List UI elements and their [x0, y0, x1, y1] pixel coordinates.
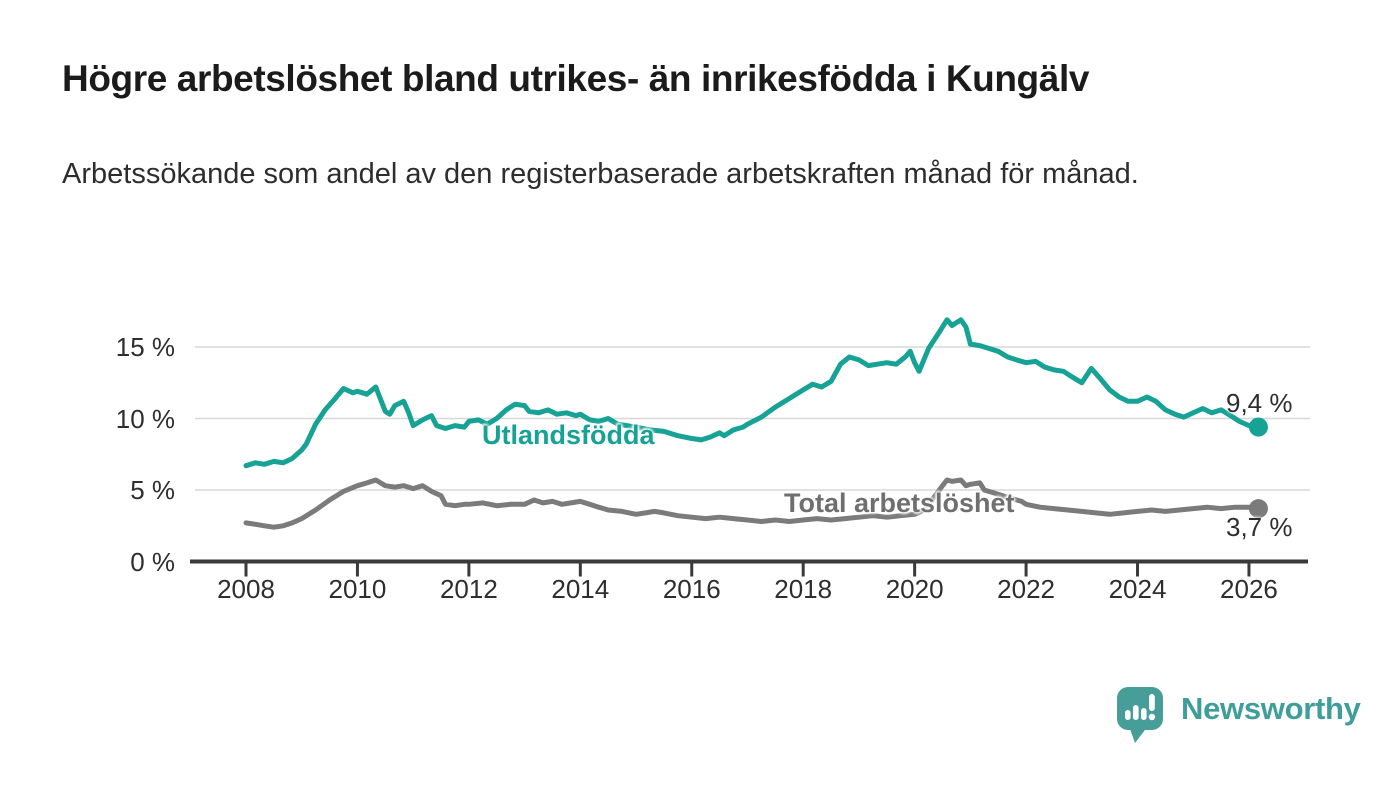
y-tick-label: 0 %	[130, 546, 175, 577]
x-tick-label: 2022	[997, 574, 1055, 604]
series-end-dot	[1248, 417, 1268, 437]
chart-subtitle: Arbetssökande som andel av den registerb…	[62, 158, 1139, 190]
x-tick-label: 2010	[328, 574, 387, 604]
series-end-dot	[1248, 499, 1268, 519]
page-title: Högre arbetslöshet bland utrikes- än inr…	[62, 58, 1089, 99]
series-label-utlandsfodda: Utlandsfödda	[482, 420, 655, 450]
newsworthy-logo-icon	[1117, 687, 1163, 743]
x-tick-label: 2014	[551, 574, 610, 604]
y-tick-label: 10 %	[115, 403, 175, 434]
x-tick-label: 2026	[1220, 574, 1278, 604]
series-line	[243, 477, 1261, 530]
x-tick-label: 2018	[774, 574, 833, 604]
x-tick-label: 2016	[662, 574, 721, 604]
x-tick-label: 2012	[439, 574, 498, 604]
x-tick-label: 2020	[885, 574, 944, 604]
series-label-total-arbetsloshet: Total arbetslöshet	[784, 488, 1015, 518]
x-tick-label: 2024	[1108, 574, 1167, 604]
newsworthy-logo-text: Newsworthy	[1181, 691, 1361, 726]
y-tick-label: 15 %	[115, 332, 175, 362]
end-value-label-utlandsfodda: 9,4 %	[1226, 388, 1293, 418]
y-tick-label: 5 %	[130, 475, 175, 505]
end-value-label-total: 3,7 %	[1226, 512, 1293, 542]
x-tick-label: 2008	[217, 574, 275, 604]
series-line	[243, 317, 1261, 469]
